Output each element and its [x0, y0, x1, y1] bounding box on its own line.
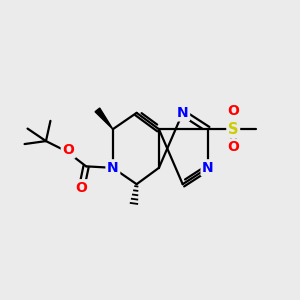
Text: N: N — [107, 161, 119, 175]
Text: O: O — [62, 143, 74, 157]
Text: O: O — [227, 140, 239, 154]
Text: S: S — [228, 122, 238, 137]
Text: N: N — [202, 161, 214, 175]
Text: N: N — [177, 106, 188, 120]
Text: O: O — [227, 104, 239, 118]
Polygon shape — [95, 108, 113, 129]
Text: O: O — [76, 181, 88, 195]
